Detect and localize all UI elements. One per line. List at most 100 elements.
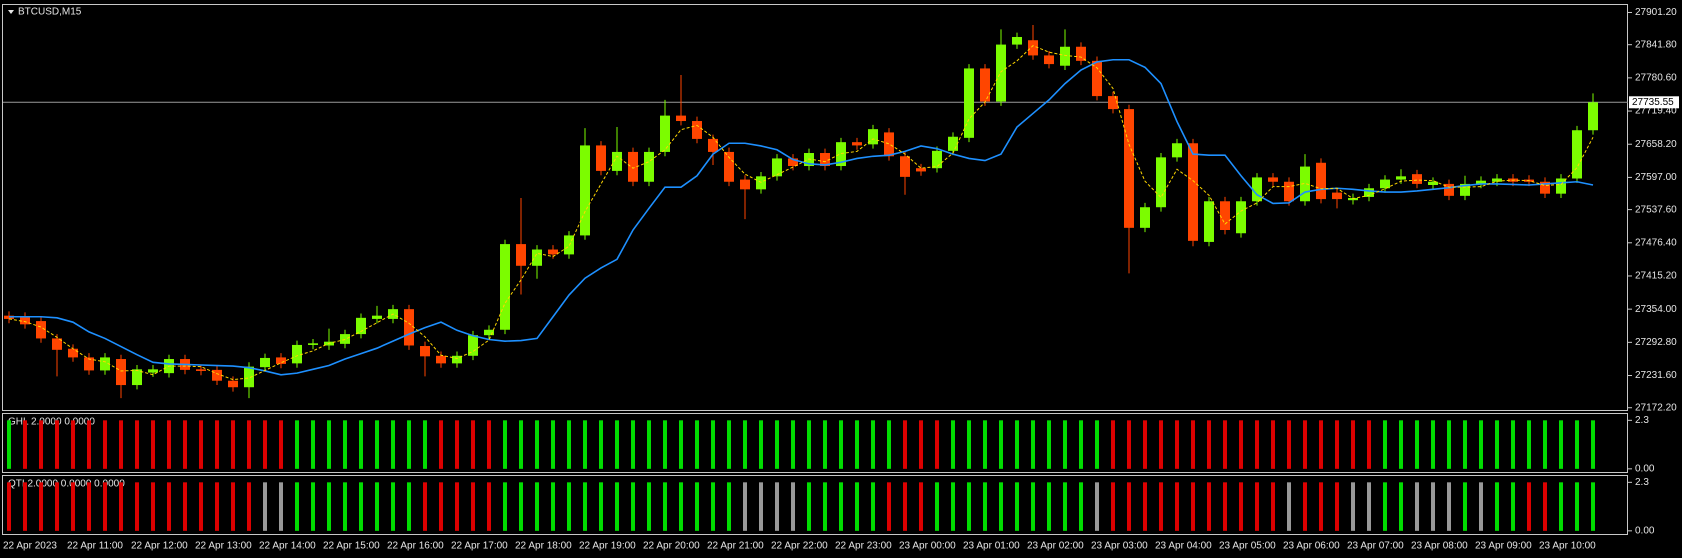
indicator-bar xyxy=(1335,482,1339,531)
indicator-bar xyxy=(967,420,971,469)
candle-body xyxy=(1028,40,1038,56)
panel-title: GHL 2.0000 0.0000 xyxy=(8,417,95,428)
candle-body xyxy=(1092,60,1102,97)
indicator-bar xyxy=(1463,420,1467,469)
candle-body xyxy=(1252,177,1262,202)
indicator-bar xyxy=(1207,482,1211,531)
candle-body xyxy=(980,68,990,102)
indicator-bar xyxy=(167,420,171,469)
y-tick-label: 0.00 xyxy=(1635,463,1655,474)
x-tick-label: 23 Apr 05:00 xyxy=(1219,541,1276,552)
candle-body xyxy=(500,244,510,330)
x-tick-label: 22 Apr 20:00 xyxy=(643,541,700,552)
indicator-bar xyxy=(375,420,379,469)
indicator-bar xyxy=(135,482,139,531)
indicator-bar xyxy=(935,482,939,531)
indicator-bar xyxy=(391,482,395,531)
x-tick-label: 22 Apr 17:00 xyxy=(451,541,508,552)
moving-average-line xyxy=(9,58,1594,376)
indicator-bar xyxy=(647,420,651,469)
indicator-bar xyxy=(871,420,875,469)
indicator-bar xyxy=(1143,420,1147,469)
indicator-bar xyxy=(1159,482,1163,531)
indicator-bar xyxy=(631,420,635,469)
candle-body xyxy=(660,115,670,152)
indicator-bar xyxy=(71,420,75,469)
indicator-bar xyxy=(551,482,555,531)
y-tick-label: 27292.80 xyxy=(1635,337,1677,348)
candle-body xyxy=(1444,183,1454,196)
candle-body xyxy=(820,153,830,167)
indicator-bar xyxy=(1447,420,1451,469)
indicator-bar xyxy=(887,420,891,469)
candle-body xyxy=(468,335,478,356)
indicator-bar xyxy=(7,420,11,469)
x-tick-label: 22 Apr 21:00 xyxy=(707,541,764,552)
candle-body xyxy=(484,329,494,336)
x-tick-label: 23 Apr 08:00 xyxy=(1411,541,1468,552)
candle-body xyxy=(132,369,142,386)
indicator-bar xyxy=(135,420,139,469)
candle-body xyxy=(1588,102,1598,131)
indicator-bar xyxy=(119,420,123,469)
indicator-bar xyxy=(791,420,795,469)
indicator-bar xyxy=(775,482,779,531)
candle-body xyxy=(420,346,430,357)
indicator-bar xyxy=(1127,420,1131,469)
candle-body xyxy=(532,249,542,266)
indicator-bar xyxy=(183,482,187,531)
indicator-bar xyxy=(407,482,411,531)
candle-body xyxy=(852,142,862,146)
indicator-bar xyxy=(743,482,747,531)
indicator-bar xyxy=(199,420,203,469)
y-tick-label: 27658.20 xyxy=(1635,139,1677,150)
indicator-bar xyxy=(151,420,155,469)
candle-body xyxy=(292,344,302,364)
x-tick-label: 23 Apr 00:00 xyxy=(899,541,956,552)
candle-body xyxy=(868,129,878,145)
indicator-bar xyxy=(1111,482,1115,531)
candle-body xyxy=(724,151,734,182)
candle-body xyxy=(1540,181,1550,194)
indicator-bar xyxy=(455,420,459,469)
y-tick-label: 27537.60 xyxy=(1635,204,1677,215)
candle-body xyxy=(900,156,910,177)
candle-body xyxy=(836,142,846,167)
indicator-bar xyxy=(87,482,91,531)
indicator-bar xyxy=(1255,420,1259,469)
candle-body xyxy=(100,357,110,371)
candle-body xyxy=(916,168,926,172)
candle-body xyxy=(276,357,286,364)
indicator-bar xyxy=(695,482,699,531)
indicator-bar xyxy=(311,420,315,469)
indicator-bar xyxy=(327,482,331,531)
candle-body xyxy=(1188,143,1198,241)
x-tick-label: 23 Apr 07:00 xyxy=(1347,541,1404,552)
candle-body xyxy=(1556,178,1566,194)
candle-body xyxy=(1076,46,1086,61)
indicator-bar xyxy=(295,420,299,469)
indicator-bar xyxy=(455,482,459,531)
indicator-bar xyxy=(199,482,203,531)
candle-body xyxy=(356,317,366,335)
indicator-bar xyxy=(519,420,523,469)
candle-body xyxy=(1284,181,1294,202)
indicator-bar xyxy=(1479,482,1483,531)
indicator-bar xyxy=(1127,482,1131,531)
indicator-bar xyxy=(375,482,379,531)
candle-body xyxy=(772,158,782,177)
candle-body xyxy=(308,343,318,345)
indicator-bar xyxy=(103,482,107,531)
indicator-bar xyxy=(39,420,43,469)
indicator-bar xyxy=(871,482,875,531)
candle-body xyxy=(676,115,686,122)
candle-body xyxy=(1332,192,1342,200)
indicator-bar xyxy=(1479,420,1483,469)
last-price-box xyxy=(1629,96,1679,109)
indicator-bar xyxy=(279,482,283,531)
indicator-bar xyxy=(1031,420,1035,469)
candle-body xyxy=(1268,177,1278,182)
candle-body xyxy=(644,151,654,182)
indicator-bar xyxy=(1591,482,1595,531)
